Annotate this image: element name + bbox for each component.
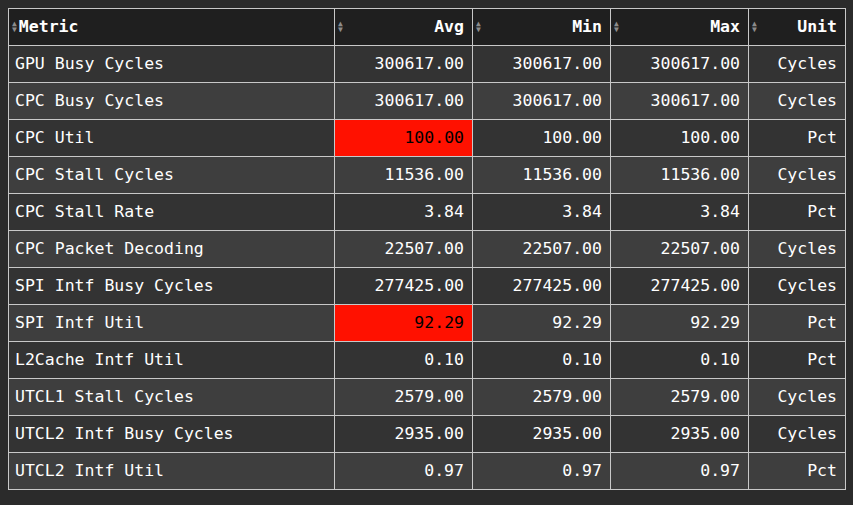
unit-cell: Pct [749,194,846,231]
unit-cell: Cycles [749,157,846,194]
min-cell: 2579.00 [473,379,611,416]
unit-cell: Pct [749,120,846,157]
sort-icon[interactable]: ▲▼ [12,21,17,33]
metric-cell: CPC Busy Cycles [9,83,335,120]
min-cell: 3.84 [473,194,611,231]
metric-cell: GPU Busy Cycles [9,46,335,83]
table-row: GPU Busy Cycles 300617.00 300617.00 3006… [9,46,846,83]
metric-cell: CPC Stall Cycles [9,157,335,194]
sort-down-arrow: ▼ [338,27,343,33]
unit-cell: Cycles [749,231,846,268]
max-cell: 300617.00 [611,83,749,120]
unit-cell: Pct [749,453,846,490]
unit-cell: Cycles [749,83,846,120]
metric-cell: UTCL2 Intf Util [9,453,335,490]
column-header-label: Unit [797,16,837,38]
table-row: L2Cache Intf Util 0.10 0.10 0.10 Pct [9,342,846,379]
max-cell: 22507.00 [611,231,749,268]
max-cell: 0.97 [611,453,749,490]
table-row: CPC Stall Rate 3.84 3.84 3.84 Pct [9,194,846,231]
unit-cell: Cycles [749,46,846,83]
column-header-min[interactable]: ▲▼ Min [473,9,611,46]
sort-icon[interactable]: ▲▼ [338,21,343,33]
min-cell: 2935.00 [473,416,611,453]
column-header-label: Avg [434,16,464,38]
column-header-label: Metric [19,16,79,38]
unit-cell: Pct [749,305,846,342]
table-header-row: ▲▼ Metric ▲▼ Avg ▲▼ Min ▲▼ Max [9,9,846,46]
sort-down-arrow: ▼ [476,27,481,33]
sort-down-arrow: ▼ [12,27,17,33]
avg-cell: 2579.00 [335,379,473,416]
max-cell: 0.10 [611,342,749,379]
table-row: CPC Stall Cycles 11536.00 11536.00 11536… [9,157,846,194]
table-row: CPC Busy Cycles 300617.00 300617.00 3006… [9,83,846,120]
column-header-avg[interactable]: ▲▼ Avg [335,9,473,46]
unit-cell: Cycles [749,416,846,453]
page: ▲▼ Metric ▲▼ Avg ▲▼ Min ▲▼ Max [0,0,853,498]
max-cell: 100.00 [611,120,749,157]
min-cell: 300617.00 [473,46,611,83]
metric-cell: CPC Stall Rate [9,194,335,231]
max-cell: 2579.00 [611,379,749,416]
max-cell: 92.29 [611,305,749,342]
sort-down-arrow: ▼ [752,27,757,33]
max-cell: 11536.00 [611,157,749,194]
unit-cell: Cycles [749,379,846,416]
avg-cell: 100.00 [335,120,473,157]
metrics-table: ▲▼ Metric ▲▼ Avg ▲▼ Min ▲▼ Max [8,8,846,490]
min-cell: 0.97 [473,453,611,490]
avg-cell: 92.29 [335,305,473,342]
column-header-label: Max [710,16,740,38]
min-cell: 100.00 [473,120,611,157]
sort-icon[interactable]: ▲▼ [752,21,757,33]
min-cell: 11536.00 [473,157,611,194]
metric-cell: CPC Util [9,120,335,157]
sort-icon[interactable]: ▲▼ [614,21,619,33]
table-row: CPC Packet Decoding 22507.00 22507.00 22… [9,231,846,268]
sort-down-arrow: ▼ [614,27,619,33]
table-row: UTCL1 Stall Cycles 2579.00 2579.00 2579.… [9,379,846,416]
unit-cell: Cycles [749,268,846,305]
metric-cell: L2Cache Intf Util [9,342,335,379]
unit-cell: Pct [749,342,846,379]
avg-cell: 277425.00 [335,268,473,305]
metric-cell: UTCL1 Stall Cycles [9,379,335,416]
min-cell: 277425.00 [473,268,611,305]
table-row: UTCL2 Intf Util 0.97 0.97 0.97 Pct [9,453,846,490]
max-cell: 3.84 [611,194,749,231]
avg-cell: 3.84 [335,194,473,231]
column-header-metric[interactable]: ▲▼ Metric [9,9,335,46]
min-cell: 22507.00 [473,231,611,268]
avg-cell: 2935.00 [335,416,473,453]
avg-cell: 22507.00 [335,231,473,268]
min-cell: 0.10 [473,342,611,379]
metric-cell: UTCL2 Intf Busy Cycles [9,416,335,453]
column-header-unit[interactable]: ▲▼ Unit [749,9,846,46]
min-cell: 300617.00 [473,83,611,120]
max-cell: 2935.00 [611,416,749,453]
metric-cell: CPC Packet Decoding [9,231,335,268]
max-cell: 277425.00 [611,268,749,305]
column-header-max[interactable]: ▲▼ Max [611,9,749,46]
avg-cell: 0.97 [335,453,473,490]
avg-cell: 0.10 [335,342,473,379]
max-cell: 300617.00 [611,46,749,83]
avg-cell: 300617.00 [335,83,473,120]
sort-icon[interactable]: ▲▼ [476,21,481,33]
table-row: SPI Intf Util 92.29 92.29 92.29 Pct [9,305,846,342]
table-row: UTCL2 Intf Busy Cycles 2935.00 2935.00 2… [9,416,846,453]
metric-cell: SPI Intf Util [9,305,335,342]
metric-cell: SPI Intf Busy Cycles [9,268,335,305]
column-header-label: Min [572,16,602,38]
avg-cell: 300617.00 [335,46,473,83]
table-row: SPI Intf Busy Cycles 277425.00 277425.00… [9,268,846,305]
min-cell: 92.29 [473,305,611,342]
avg-cell: 11536.00 [335,157,473,194]
table-row: CPC Util 100.00 100.00 100.00 Pct [9,120,846,157]
